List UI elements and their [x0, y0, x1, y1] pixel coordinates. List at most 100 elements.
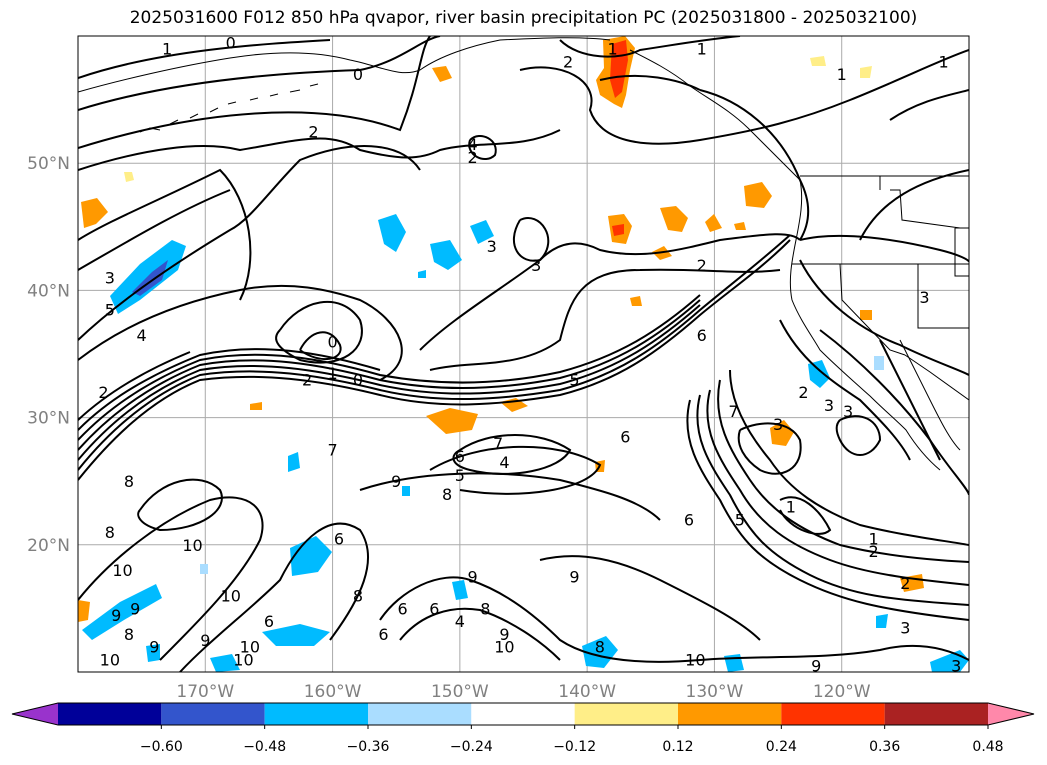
contour-label: 6	[397, 599, 407, 618]
pacific-northwest-coast	[789, 179, 941, 471]
contour-label: 5	[105, 300, 115, 319]
colorbar-tick-label: 0.36	[869, 739, 900, 755]
anomaly-positive	[124, 172, 134, 182]
state-border	[954, 227, 969, 277]
panhandle-coast	[629, 49, 801, 181]
contour-label: 6	[697, 326, 707, 345]
contour-label: 4	[455, 612, 465, 631]
contour-label: 1	[938, 52, 948, 71]
contour-label: 6	[429, 599, 439, 618]
contour-label: 2	[302, 370, 312, 389]
longitude-labels: 170°W 160°W 150°W 140°W 130°W 120°W	[176, 682, 870, 702]
anomaly-negative	[808, 360, 830, 388]
contour-label: 2	[868, 542, 878, 561]
contour-label: 6	[264, 612, 274, 631]
contour-label: 8	[442, 485, 452, 504]
lon-tick-label: 170°W	[176, 682, 234, 702]
contour-label: 9	[811, 657, 821, 676]
colorbar-tick-label: −0.24	[450, 739, 493, 755]
state-border	[917, 264, 969, 329]
contour-label: 8	[124, 625, 134, 644]
anomaly-positive	[734, 222, 746, 230]
colorbar-segment	[264, 703, 368, 725]
contour-label: 0	[226, 33, 236, 52]
contour-label: 3	[105, 269, 115, 288]
contour-label: 2	[798, 383, 808, 402]
anomaly-negative	[874, 356, 884, 370]
state-border	[879, 176, 961, 229]
anomaly-positive	[770, 420, 794, 446]
contour-label: 3	[773, 415, 783, 434]
colorbar-segment	[471, 703, 575, 725]
contour-label: 4	[499, 453, 509, 472]
contour-label: 9	[499, 625, 509, 644]
anomaly-positive	[660, 206, 688, 232]
anomaly-positive	[250, 402, 262, 410]
anomaly-negative	[582, 636, 618, 668]
contour-label: 2	[697, 256, 707, 275]
contour-label: 3	[487, 237, 497, 256]
aleutian-islands	[139, 83, 319, 133]
contour-label: 0	[327, 332, 337, 351]
colorbar-extend-low	[12, 703, 58, 725]
contour-label: 1	[786, 498, 796, 517]
contour-label: 3	[843, 402, 853, 421]
contour-label: 6	[620, 428, 630, 447]
colorbar-extend-high	[988, 703, 1034, 725]
colorbar-segment	[781, 703, 885, 725]
anomaly-negative	[210, 654, 240, 672]
contour-label: 9	[467, 568, 477, 587]
contour-label: 1	[868, 529, 878, 548]
contour-label: 10	[100, 650, 120, 669]
alaska-coast	[78, 37, 611, 93]
contour-label: 1	[608, 40, 618, 59]
contour-label: 10	[685, 650, 705, 669]
qvapor-contours	[78, 36, 969, 672]
contour-label: 5	[735, 510, 745, 529]
colorbar-segment	[678, 703, 782, 725]
contour-label: 2	[98, 383, 108, 402]
contour-label: 9	[200, 631, 210, 650]
contour-label: 3	[824, 396, 834, 415]
contour-label: 6	[684, 510, 694, 529]
anomaly-positive	[78, 600, 90, 622]
contour-label: 7	[728, 402, 738, 421]
anomaly-negative	[82, 584, 162, 640]
anomaly-positive	[426, 408, 478, 434]
anomaly-negative-core	[132, 260, 168, 296]
contour-label: 9	[149, 638, 159, 657]
anomaly-negative	[452, 580, 468, 600]
anomaly-negative	[200, 564, 208, 574]
coastlines	[78, 37, 969, 471]
contour-label: 9	[391, 472, 401, 491]
colorbar-segment	[884, 703, 988, 725]
contour-label: 1	[837, 65, 847, 84]
anomaly-positive	[810, 56, 826, 66]
contour-label: 5	[455, 466, 465, 485]
contour-label: 10	[494, 638, 514, 657]
contour-label: 8	[124, 472, 134, 491]
colorbar-segment	[574, 703, 678, 725]
contour-label: 1	[327, 364, 337, 383]
anomaly-negative	[378, 214, 406, 252]
colorbar: −0.60 −0.48 −0.36 −0.24 −0.12 0.12 0.24 0.36 0.4…	[11, 702, 1035, 755]
anomaly-positive	[81, 198, 108, 228]
anomaly-negative	[470, 220, 494, 244]
contour-label: 10	[112, 561, 132, 580]
colorbar-tick-label: −0.36	[347, 739, 390, 755]
colorbar-segment	[58, 703, 162, 725]
contour-label: 1	[162, 40, 172, 59]
anomaly-negative	[288, 452, 300, 472]
lat-tick-label: 20°N	[27, 536, 70, 556]
contour-label: 0	[353, 65, 363, 84]
anomaly-positive	[432, 66, 452, 82]
lat-tick-label: 50°N	[27, 154, 70, 174]
anomaly-negative	[262, 624, 330, 646]
lon-tick-label: 130°W	[686, 682, 744, 702]
contour-label: 2	[467, 148, 477, 167]
contour-label: 8	[353, 587, 363, 606]
anomaly-positive	[612, 224, 624, 236]
colorbar-tick-label: 0.24	[766, 739, 797, 755]
